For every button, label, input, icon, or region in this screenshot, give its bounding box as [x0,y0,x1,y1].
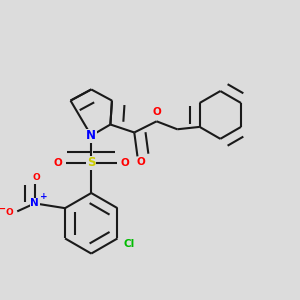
Text: Cl: Cl [124,239,135,249]
Text: O: O [53,158,62,168]
Text: O: O [32,173,40,182]
Text: N: N [30,198,39,208]
Text: S: S [87,156,95,169]
Text: O: O [120,158,129,168]
Text: N: N [86,129,96,142]
Text: O: O [137,157,146,167]
Text: −: − [0,204,6,214]
Text: +: + [40,192,47,201]
Text: O: O [5,208,13,217]
Text: O: O [152,107,161,117]
